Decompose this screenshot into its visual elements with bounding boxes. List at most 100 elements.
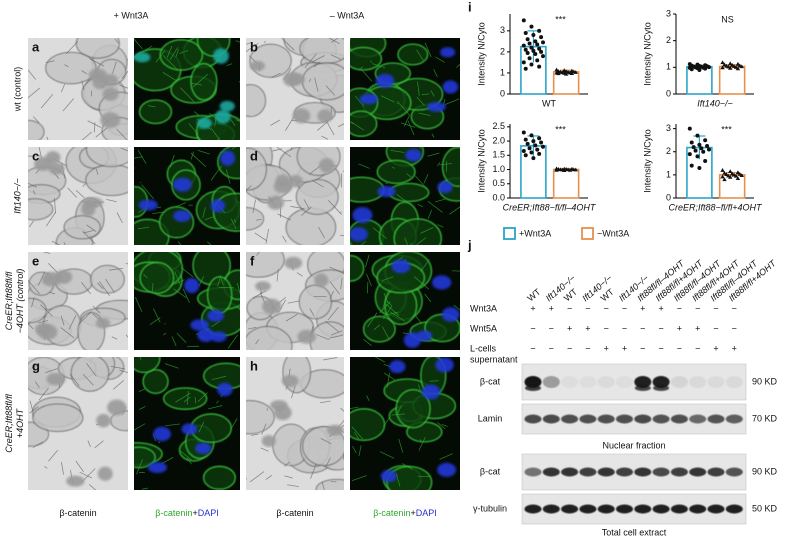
fiber <box>38 387 49 401</box>
treatment-label: supernatant <box>470 354 518 364</box>
data-point <box>697 68 702 72</box>
fiber <box>136 459 144 475</box>
fiber <box>162 72 177 81</box>
fiber <box>417 204 424 208</box>
fluorescence-image <box>350 38 460 140</box>
fiber <box>89 58 105 67</box>
fiber <box>264 40 266 44</box>
data-point <box>523 66 528 71</box>
nucleus <box>281 374 299 388</box>
fiber <box>65 41 79 55</box>
treatment-sign: − <box>713 323 718 333</box>
cell <box>86 147 128 168</box>
fiber <box>363 338 372 346</box>
fiber <box>95 168 99 175</box>
data-point <box>523 153 528 158</box>
cell <box>246 252 285 278</box>
fiber <box>60 84 66 93</box>
molecular-weight: 90 KD <box>752 466 778 476</box>
fiber <box>138 388 146 392</box>
fiber <box>60 327 75 339</box>
fiber <box>329 290 334 300</box>
fiber <box>354 95 364 107</box>
fiber <box>391 413 405 416</box>
nucleus <box>284 256 303 270</box>
band <box>542 504 560 514</box>
bottom-label-part: β-catenin <box>276 508 313 518</box>
fiber <box>438 243 441 245</box>
treatment-sign: + <box>713 343 718 353</box>
fiber <box>186 390 189 405</box>
fiber <box>127 58 128 61</box>
fiber <box>358 445 362 457</box>
fiber <box>125 262 128 265</box>
fiber <box>435 198 446 203</box>
fiber <box>350 406 359 410</box>
fiber <box>365 254 370 268</box>
y-tick-label: 1 <box>666 169 671 179</box>
band <box>670 376 688 388</box>
cell <box>299 38 344 65</box>
data-point <box>720 65 725 70</box>
fiber <box>211 320 220 328</box>
fiber <box>175 48 179 58</box>
nucleus <box>440 47 456 58</box>
data-point <box>529 62 534 67</box>
fiber <box>374 357 385 363</box>
grayscale-image <box>246 357 344 490</box>
band <box>579 376 597 388</box>
annotation: *** <box>555 14 566 24</box>
fiber <box>309 308 315 317</box>
grayscale-image <box>246 252 344 350</box>
image-content <box>246 147 344 245</box>
fiber <box>284 475 293 479</box>
fiber <box>277 213 291 221</box>
image-content <box>246 357 344 490</box>
cell <box>138 99 173 125</box>
nucleus <box>214 109 231 124</box>
data-point <box>728 174 733 179</box>
fiber <box>281 38 295 51</box>
treatment-sign: + <box>622 343 627 353</box>
data-point <box>529 150 534 155</box>
data-point <box>703 138 708 143</box>
data-point <box>523 47 528 52</box>
fiber <box>81 80 85 90</box>
panel-letter: i <box>468 0 472 14</box>
fiber <box>29 400 34 412</box>
fiber <box>190 152 206 167</box>
image-content <box>350 252 460 350</box>
data-point <box>567 167 573 172</box>
y-tick-label: 2.0 <box>492 135 505 145</box>
fiber <box>29 406 39 414</box>
fiber <box>328 334 343 339</box>
fiber <box>28 69 37 80</box>
fiber <box>28 322 34 330</box>
fiber <box>282 235 287 243</box>
y-axis-label: Intensity N/Cyto <box>642 22 652 86</box>
fiber <box>371 63 386 68</box>
data-point <box>525 50 530 55</box>
fiber <box>320 400 331 404</box>
fiber <box>420 259 430 272</box>
fiber <box>109 268 124 271</box>
band <box>524 467 542 477</box>
data-point <box>535 42 540 47</box>
nucleus <box>213 48 229 64</box>
cell <box>190 62 218 101</box>
y-tick-label: 2.5 <box>492 121 505 131</box>
cell <box>45 51 97 85</box>
fiber <box>134 156 143 159</box>
nucleus <box>195 442 212 455</box>
fiber <box>114 38 120 44</box>
data-point <box>722 177 727 182</box>
panel-letter: f <box>250 253 255 268</box>
fiber <box>142 487 148 490</box>
band <box>597 467 615 477</box>
image-content <box>28 357 128 490</box>
band <box>524 504 542 514</box>
treatment-label: L-cells <box>470 343 497 353</box>
fiber <box>427 152 440 157</box>
treatment-sign: + <box>567 323 572 333</box>
fluorescence-image <box>134 357 240 490</box>
